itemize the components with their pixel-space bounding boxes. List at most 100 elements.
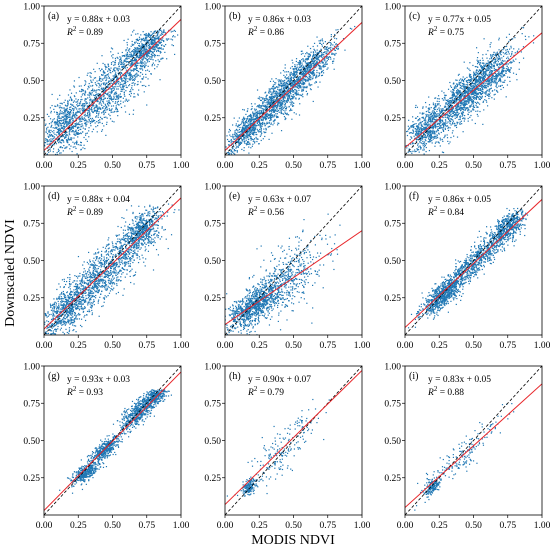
data-point — [467, 90, 469, 92]
data-point — [282, 91, 285, 93]
data-point — [328, 51, 330, 53]
data-point — [82, 109, 84, 112]
data-point — [107, 73, 110, 75]
data-point — [275, 110, 277, 112]
data-point — [73, 80, 76, 82]
data-point — [111, 88, 113, 90]
data-point — [328, 41, 330, 43]
data-point — [498, 71, 500, 73]
data-point — [118, 104, 120, 106]
data-point — [276, 92, 278, 94]
data-point — [283, 86, 285, 88]
data-point — [88, 119, 90, 121]
data-point — [465, 87, 467, 89]
data-point — [80, 142, 82, 144]
data-point — [351, 28, 353, 30]
data-point — [69, 106, 71, 109]
data-point — [272, 84, 274, 86]
data-point — [110, 72, 112, 74]
data-point — [63, 112, 65, 114]
data-point — [308, 69, 310, 72]
data-point — [240, 122, 243, 124]
data-point — [446, 107, 448, 110]
data-point — [314, 49, 316, 52]
data-point — [117, 72, 119, 74]
data-point — [281, 103, 284, 105]
data-point — [97, 114, 100, 116]
data-point — [68, 132, 70, 134]
data-point — [98, 76, 101, 78]
data-point — [236, 134, 238, 136]
data-point — [60, 152, 62, 154]
data-point — [487, 68, 489, 70]
data-point — [473, 106, 475, 108]
data-point — [249, 143, 251, 146]
data-point — [83, 93, 86, 96]
data-point — [114, 67, 116, 69]
data-point — [294, 83, 296, 85]
data-point — [105, 116, 107, 118]
data-point — [242, 117, 244, 120]
data-point — [279, 95, 281, 98]
data-point — [162, 33, 164, 35]
data-point — [152, 42, 154, 44]
data-point — [279, 101, 281, 103]
data-point — [457, 94, 459, 96]
data-point — [126, 57, 128, 59]
data-point — [445, 113, 447, 116]
data-point — [64, 111, 67, 113]
data-point — [124, 80, 126, 82]
data-point — [114, 82, 116, 85]
data-point — [243, 116, 245, 118]
data-point — [142, 47, 144, 49]
data-point — [472, 100, 474, 103]
data-point — [290, 99, 292, 101]
data-point — [139, 46, 141, 48]
data-point — [161, 39, 163, 41]
data-point — [302, 81, 305, 83]
data-point — [154, 40, 156, 42]
data-point — [74, 113, 77, 115]
data-point — [333, 58, 335, 60]
data-point — [272, 85, 275, 88]
data-point — [294, 80, 297, 82]
data-point — [151, 48, 153, 50]
data-point — [453, 95, 455, 97]
data-point — [69, 89, 71, 91]
data-point — [49, 134, 51, 137]
data-point — [129, 76, 131, 78]
data-point — [135, 53, 137, 55]
data-point — [243, 138, 245, 140]
data-point — [433, 124, 436, 126]
data-point — [445, 120, 447, 122]
data-point — [280, 130, 283, 132]
data-point — [257, 116, 259, 118]
data-point — [157, 49, 160, 52]
data-point — [75, 132, 77, 135]
data-point — [52, 119, 54, 121]
data-point — [287, 96, 289, 98]
data-point — [96, 85, 98, 87]
data-point — [243, 131, 245, 133]
data-point — [308, 82, 310, 84]
data-point — [234, 153, 236, 155]
data-point — [454, 125, 456, 127]
data-point — [344, 49, 346, 51]
data-point — [143, 44, 145, 47]
data-point — [145, 58, 147, 60]
data-point — [294, 76, 296, 78]
data-point — [80, 132, 82, 135]
data-point — [135, 66, 138, 68]
data-point — [102, 71, 104, 73]
data-point — [84, 147, 86, 150]
data-point — [304, 67, 306, 69]
data-point — [284, 97, 286, 99]
data-point — [87, 121, 89, 123]
data-point — [299, 86, 301, 88]
data-point — [249, 122, 251, 124]
data-point — [144, 39, 146, 41]
data-point — [140, 41, 142, 43]
data-point — [116, 81, 118, 84]
data-point — [64, 122, 66, 124]
data-point — [113, 88, 116, 90]
